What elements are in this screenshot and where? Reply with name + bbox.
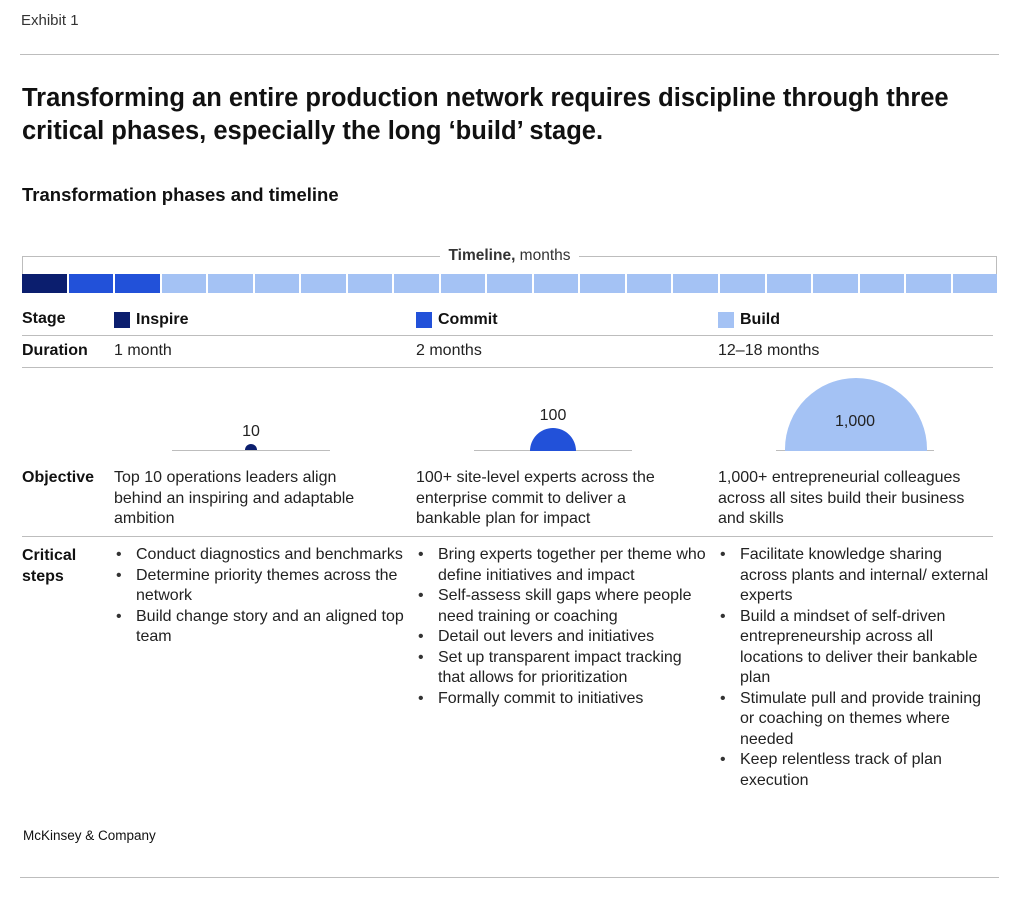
timeline-bar — [22, 274, 998, 293]
timeline-segment-build — [161, 274, 207, 293]
timeline-segment-commit — [115, 274, 160, 293]
stage-build: Build — [718, 310, 780, 331]
step-item: Formally commit to initiatives — [416, 689, 706, 710]
top-divider — [20, 54, 999, 55]
divider-objective — [22, 536, 993, 537]
step-item: Determine priority themes across the net… — [114, 566, 404, 607]
timeline-segment-build — [906, 274, 951, 293]
timeline-segment-build — [626, 274, 672, 293]
timeline-segment-build — [254, 274, 300, 293]
step-item: Build a mindset of self-driven entrepren… — [718, 607, 993, 689]
steps-inspire: Conduct diagnostics and benchmarksDeterm… — [114, 545, 404, 648]
bubble-inspire — [245, 444, 257, 450]
stage-commit-label: Commit — [438, 311, 498, 328]
chart-subtitle: Transformation phases and timeline — [22, 184, 339, 205]
step-item: Conduct diagnostics and benchmarks — [114, 545, 404, 566]
timeline-segment-build — [859, 274, 905, 293]
bubble-baseline-inspire — [172, 450, 330, 451]
timeline-label: Timeline, months — [0, 247, 1019, 265]
objective-commit: 100+ site-level experts across the enter… — [416, 469, 655, 527]
timeline-segment-inspire — [22, 274, 67, 293]
step-item: Self-assess skill gaps where people need… — [416, 586, 706, 627]
row-label-stage: Stage — [22, 310, 66, 327]
step-item: Set up transparent impact tracking that … — [416, 648, 706, 689]
timeline-segment-build — [533, 274, 579, 293]
steps-commit: Bring experts together per theme who def… — [416, 545, 706, 709]
commit-swatch — [416, 312, 432, 329]
timeline-label-unit: months — [515, 247, 571, 264]
objective-build: 1,000+ entrepreneurial colleagues across… — [718, 469, 965, 527]
row-label-critical-steps: Critical steps — [22, 547, 77, 585]
timeline-segment-build — [208, 274, 253, 293]
page-title: Transforming an entire production networ… — [22, 84, 949, 145]
stage-inspire: Inspire — [114, 310, 188, 331]
duration-inspire: 1 month — [114, 342, 172, 359]
stage-commit: Commit — [416, 310, 498, 331]
timeline-segment-build — [301, 274, 346, 293]
row-label-objective: Objective — [22, 469, 95, 486]
timeline-segment-build — [766, 274, 812, 293]
exhibit-label: Exhibit 1 — [21, 12, 79, 29]
timeline-segment-commit — [68, 274, 114, 293]
inspire-swatch — [114, 312, 130, 329]
divider-duration — [22, 367, 993, 368]
bottom-divider — [20, 877, 999, 878]
timeline-segment-build — [952, 274, 998, 293]
bubble-commit-value: 100 — [539, 407, 567, 424]
timeline-segment-build — [394, 274, 439, 293]
timeline-segment-build — [813, 274, 858, 293]
timeline-label-bold: Timeline, — [448, 247, 516, 264]
timeline-segment-build — [440, 274, 486, 293]
objective-inspire: Top 10 operations leaders align behind a… — [114, 469, 355, 527]
timeline-segment-build — [487, 274, 532, 293]
divider-stage — [22, 335, 993, 336]
bubble-commit — [530, 428, 576, 451]
step-item: Facilitate knowledge sharing across plan… — [718, 545, 993, 607]
step-item: Bring experts together per theme who def… — [416, 545, 706, 586]
step-item: Detail out levers and initiatives — [416, 627, 706, 648]
step-item: Build change story and an aligned top te… — [114, 607, 404, 648]
step-item: Keep relentless track of plan execution — [718, 750, 993, 791]
bubble-build-value: 1,000 — [834, 413, 876, 430]
duration-commit: 2 months — [416, 342, 482, 359]
steps-build: Facilitate knowledge sharing across plan… — [718, 545, 993, 791]
timeline-segment-build — [347, 274, 393, 293]
source-credit: McKinsey & Company — [23, 828, 156, 843]
stage-inspire-label: Inspire — [136, 311, 189, 328]
step-item: Stimulate pull and provide training or c… — [718, 689, 993, 751]
timeline-segment-build — [580, 274, 625, 293]
build-swatch — [718, 312, 734, 329]
timeline-segment-build — [673, 274, 718, 293]
timeline-segment-build — [719, 274, 765, 293]
row-label-duration: Duration — [22, 342, 88, 359]
stage-build-label: Build — [740, 311, 780, 328]
bubble-inspire-value: 10 — [242, 423, 260, 440]
duration-build: 12–18 months — [718, 342, 820, 359]
